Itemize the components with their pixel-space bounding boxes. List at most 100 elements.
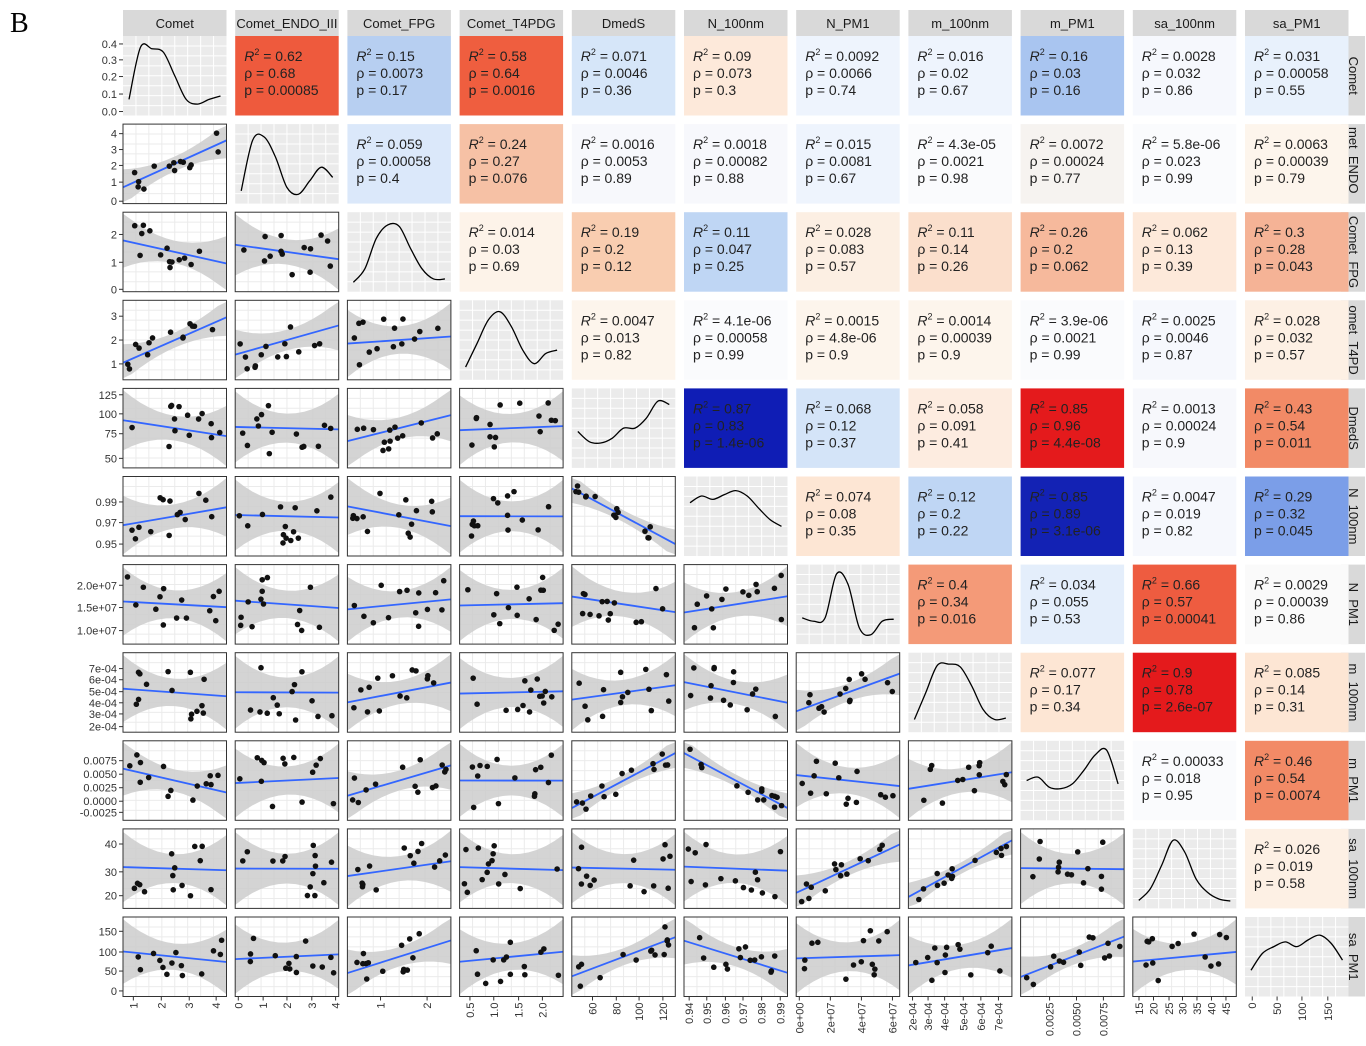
stat-p-value: p = 0.37 [805, 434, 856, 450]
stat-r-squared: R2 = 0.0028 [1142, 47, 1216, 64]
stat-p-value: p = 0.12 [581, 258, 632, 274]
scatter-point [355, 866, 361, 873]
scatter-point [387, 438, 393, 444]
scatter-point [578, 961, 585, 968]
scatter-point [528, 687, 534, 693]
stat-rho: ρ = 0.57 [1142, 594, 1193, 610]
regression-line [347, 681, 452, 704]
stat-r-squared: R2 = 0.46 [1254, 752, 1313, 769]
scatter-point [479, 876, 485, 883]
scatter-point [208, 434, 215, 441]
stat-r-squared: R2 = 0.11 [693, 223, 751, 240]
column-strip-label: m_100nm [931, 16, 989, 31]
x-tick-label: 20 [1149, 1003, 1161, 1015]
scatter-point [737, 954, 744, 961]
row-strip-label: met_ENDO_ [1346, 127, 1361, 201]
regression-line [459, 866, 564, 872]
scatter-point [877, 791, 884, 798]
scatter-point [617, 699, 624, 706]
scatter-point [412, 609, 419, 616]
scatter-point [469, 442, 475, 448]
regression-line [571, 487, 676, 545]
scatter-point [707, 695, 714, 701]
scatter-point [430, 680, 437, 686]
scatter-point [182, 516, 189, 523]
scatter-point [169, 259, 175, 265]
scatter-point [270, 858, 276, 864]
scatter-point [687, 692, 694, 699]
x-tick-label: 0.5 [465, 1003, 477, 1018]
scatter-point [390, 343, 397, 350]
scatter-point [630, 857, 637, 863]
scatter-point [993, 849, 1000, 856]
scatter-point [808, 884, 815, 891]
scatter-point [167, 264, 173, 271]
scatter-point [627, 883, 633, 889]
scatter-point [497, 402, 503, 408]
scatter-point [377, 490, 383, 497]
regression-line [122, 506, 227, 527]
scatter-point [650, 883, 657, 889]
scatter-point [520, 702, 526, 709]
panel-border [346, 916, 452, 997]
scatter-point [758, 954, 765, 960]
scatter-point [798, 898, 805, 905]
scatter-point [1050, 953, 1057, 959]
scatter-point [196, 248, 203, 255]
scatter-point [493, 590, 500, 597]
scatter-point [972, 857, 978, 864]
scatter-point [806, 895, 812, 902]
scatter-point [176, 257, 183, 263]
scatter-point [526, 709, 533, 715]
scatter-point [537, 764, 544, 771]
scatter-point [392, 424, 398, 430]
stat-rho: ρ = 0.018 [1142, 770, 1201, 786]
scatter-point [136, 345, 142, 351]
stat-rho: ρ = 0.0046 [1142, 329, 1209, 345]
scatter-point [247, 951, 254, 957]
stat-p-value: p = 0.77 [1030, 170, 1081, 186]
scatter-point [732, 878, 739, 884]
column-strip [347, 10, 451, 36]
stat-r-squared: R2 = 4.1e-06 [693, 311, 772, 328]
scatter-point [210, 948, 217, 954]
scatter-point [959, 776, 966, 783]
scatter-point [196, 490, 202, 497]
scatter-point [751, 957, 758, 963]
x-tick-label: 4 [331, 1003, 343, 1009]
scatter-point [521, 963, 528, 970]
scatter-point [659, 751, 666, 757]
scatter-point [646, 535, 652, 541]
column-strip-label: DmedS [602, 16, 646, 31]
scatter-point [307, 884, 314, 890]
panel-border [234, 652, 340, 733]
stat-r-squared: R2 = 0.028 [805, 223, 871, 240]
stat-p-value: p = 0.98 [917, 170, 968, 186]
scatter-point [730, 679, 737, 686]
stat-r-squared: R2 = 0.15 [356, 47, 415, 64]
scatter-point [282, 761, 288, 767]
scatter-point [244, 523, 251, 529]
panel-border [122, 123, 227, 205]
scatter-point [702, 882, 709, 888]
scatter-point [149, 335, 156, 341]
scatter-point [624, 689, 631, 696]
stat-r-squared: R2 = 0.034 [1030, 576, 1096, 593]
scatter-point [474, 701, 480, 707]
x-tick-label: 0.97 [738, 1003, 750, 1024]
scatter-point [491, 444, 498, 450]
scatter-point [997, 968, 1003, 974]
scatter-point [842, 685, 849, 692]
scatter-point [424, 676, 431, 682]
stat-r-squared: R2 = 0.24 [469, 135, 528, 152]
scatter-point [507, 971, 514, 978]
scatter-point [208, 781, 214, 788]
stat-p-value: p = 0.22 [917, 523, 968, 539]
y-tick-label: 0.97 [96, 518, 117, 530]
panel-border [1020, 916, 1125, 997]
stat-rho: ρ = 0.0046 [581, 65, 648, 81]
scatter-point [168, 787, 174, 794]
scatter-point [207, 772, 214, 779]
density-curve [913, 662, 1007, 721]
scatter-point [400, 316, 406, 322]
